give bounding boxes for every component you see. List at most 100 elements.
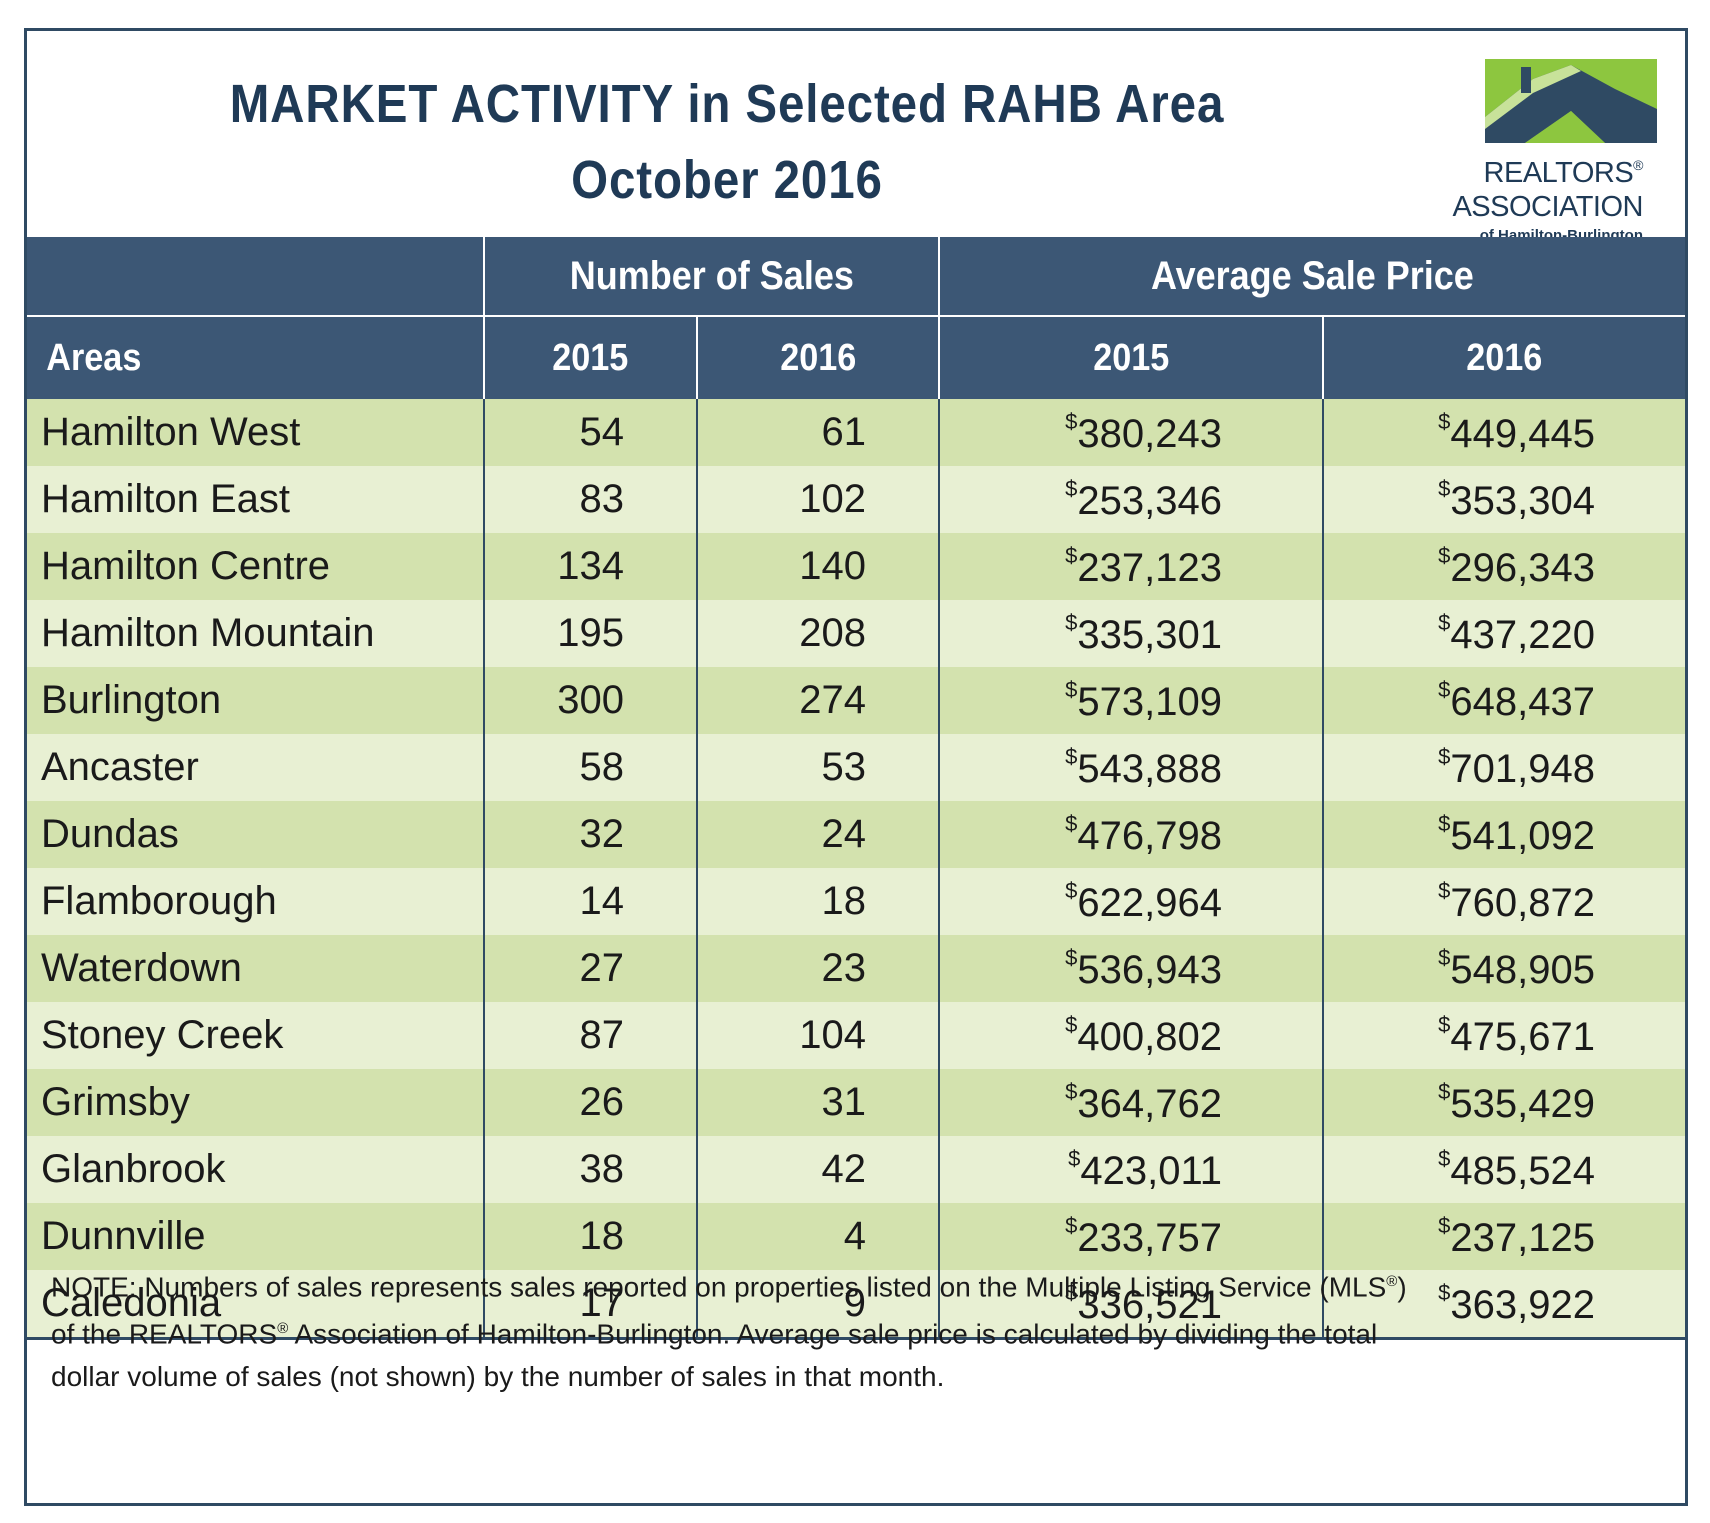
price-2016-cell: $353,304	[1322, 466, 1685, 533]
table-row: Ancaster 58 53 $543,888 $701,948	[27, 734, 1685, 801]
price-value: 437,220	[1450, 612, 1595, 657]
table-row: Dundas 32 24 $476,798 $541,092	[27, 801, 1685, 868]
table-row: Glanbrook 38 42 $423,011 $485,524	[27, 1136, 1685, 1203]
currency-symbol: $	[1438, 475, 1451, 501]
price-2016-cell: $535,429	[1322, 1069, 1685, 1136]
currency-symbol: $	[1065, 609, 1078, 635]
group-header-row: Number of Sales Average Sale Price	[27, 237, 1685, 317]
sales-2015-header: 2015	[483, 316, 697, 399]
area-cell: Hamilton Centre	[27, 533, 484, 600]
sales-2016-cell: 53	[696, 734, 939, 801]
logo-text-association: ASSOCIATION	[1452, 191, 1643, 223]
currency-symbol: $	[1065, 1011, 1078, 1037]
price-value: 449,445	[1450, 411, 1595, 456]
price-value: 760,872	[1450, 880, 1595, 925]
price-value: 363,922	[1450, 1282, 1595, 1327]
currency-symbol: $	[1438, 743, 1451, 769]
price-value: 296,343	[1450, 545, 1595, 590]
price-2016-cell: $449,445	[1322, 399, 1685, 466]
area-cell: Hamilton East	[27, 466, 484, 533]
sales-2016-cell: 23	[696, 935, 939, 1002]
sales-2016-cell: 274	[696, 667, 939, 734]
sales-2015-cell: 300	[483, 667, 697, 734]
sales-2015-cell: 54	[483, 399, 697, 466]
sales-2015-cell: 14	[483, 868, 697, 935]
price-2016-cell: $296,343	[1322, 533, 1685, 600]
sales-2015-cell: 27	[483, 935, 697, 1002]
sales-2016-cell: 104	[696, 1002, 939, 1069]
price-2016-cell: $437,220	[1322, 600, 1685, 667]
currency-symbol: $	[1065, 408, 1078, 434]
price-value: 400,802	[1077, 1014, 1222, 1059]
price-value: 535,429	[1450, 1081, 1595, 1126]
sales-2016-cell: 42	[696, 1136, 939, 1203]
report-header: MARKET ACTIVITY in Selected RAHB Area Oc…	[27, 31, 1685, 244]
currency-symbol: $	[1065, 1212, 1078, 1238]
price-2015-cell: $400,802	[938, 1002, 1323, 1069]
price-2016-header: 2016	[1322, 316, 1685, 399]
sales-2016-cell: 31	[696, 1069, 939, 1136]
price-value: 353,304	[1450, 478, 1595, 523]
sales-2016-cell: 61	[696, 399, 939, 466]
report-title: MARKET ACTIVITY in Selected RAHB Area	[229, 74, 1225, 134]
price-value: 233,757	[1077, 1215, 1222, 1260]
price-2015-cell: $543,888	[938, 734, 1323, 801]
sales-2015-cell: 18	[483, 1203, 697, 1270]
table-row: Hamilton Centre 134 140 $237,123 $296,343	[27, 533, 1685, 600]
price-2016-cell: $475,671	[1322, 1002, 1685, 1069]
currency-symbol: $	[1068, 1145, 1081, 1171]
area-cell: Grimsby	[27, 1069, 484, 1136]
currency-symbol: $	[1065, 877, 1078, 903]
sales-2015-cell: 17	[483, 1270, 697, 1340]
price-value: 364,762	[1077, 1081, 1222, 1126]
areas-header: Areas	[27, 316, 484, 399]
sales-2015-cell: 134	[483, 533, 697, 600]
price-value: 335,301	[1077, 612, 1222, 657]
sales-2015-cell: 58	[483, 734, 697, 801]
price-value: 476,798	[1077, 813, 1222, 858]
sales-2016-cell: 4	[696, 1203, 939, 1270]
area-cell: Hamilton West	[27, 399, 484, 466]
table-row: Grimsby 26 31 $364,762 $535,429	[27, 1069, 1685, 1136]
price-2016-cell: $363,922	[1322, 1270, 1685, 1340]
price-value: 423,011	[1080, 1148, 1222, 1193]
area-cell: Caledonia	[27, 1270, 484, 1340]
area-cell: Dunnville	[27, 1203, 484, 1270]
price-2016-cell: $541,092	[1322, 801, 1685, 868]
table-row: Dunnville 18 4 $233,757 $237,125	[27, 1203, 1685, 1270]
price-2015-cell: $237,123	[938, 533, 1323, 600]
price-value: 237,123	[1077, 545, 1222, 590]
price-2015-cell: $423,011	[938, 1136, 1323, 1203]
market-activity-table-wrap: Number of Sales Average Sale Price Areas…	[27, 237, 1685, 1340]
price-2016-cell: $648,437	[1322, 667, 1685, 734]
area-cell: Stoney Creek	[27, 1002, 484, 1069]
price-2016-cell: $760,872	[1322, 868, 1685, 935]
currency-symbol: $	[1065, 475, 1078, 501]
area-cell: Glanbrook	[27, 1136, 484, 1203]
price-value: 543,888	[1077, 746, 1222, 791]
price-2015-cell: $336,521	[938, 1270, 1323, 1340]
price-value: 541,092	[1450, 813, 1595, 858]
sales-2016-header: 2016	[696, 316, 939, 399]
sales-2015-cell: 87	[483, 1002, 697, 1069]
price-value: 380,243	[1077, 411, 1222, 456]
price-2015-cell: $573,109	[938, 667, 1323, 734]
sales-2015-cell: 195	[483, 600, 697, 667]
price-value: 475,671	[1450, 1014, 1595, 1059]
price-2016-cell: $485,524	[1322, 1136, 1685, 1203]
sales-2015-cell: 26	[483, 1069, 697, 1136]
sales-2016-cell: 102	[696, 466, 939, 533]
realtors-association-logo: REALTORS® ASSOCIATION of Hamilton-Burlin…	[1452, 59, 1657, 244]
report-frame: MARKET ACTIVITY in Selected RAHB Area Oc…	[24, 28, 1688, 1506]
price-2015-cell: $233,757	[938, 1203, 1323, 1270]
price-2016-cell: $701,948	[1322, 734, 1685, 801]
currency-symbol: $	[1438, 877, 1451, 903]
area-cell: Ancaster	[27, 734, 484, 801]
currency-symbol: $	[1438, 1279, 1451, 1305]
price-2016-cell: $548,905	[1322, 935, 1685, 1002]
area-cell: Burlington	[27, 667, 484, 734]
price-value: 648,437	[1450, 679, 1595, 724]
price-2015-cell: $253,346	[938, 466, 1323, 533]
table-row: Caledonia 17 9 $336,521 $363,922	[27, 1270, 1685, 1340]
blank-header-cell	[27, 237, 484, 317]
